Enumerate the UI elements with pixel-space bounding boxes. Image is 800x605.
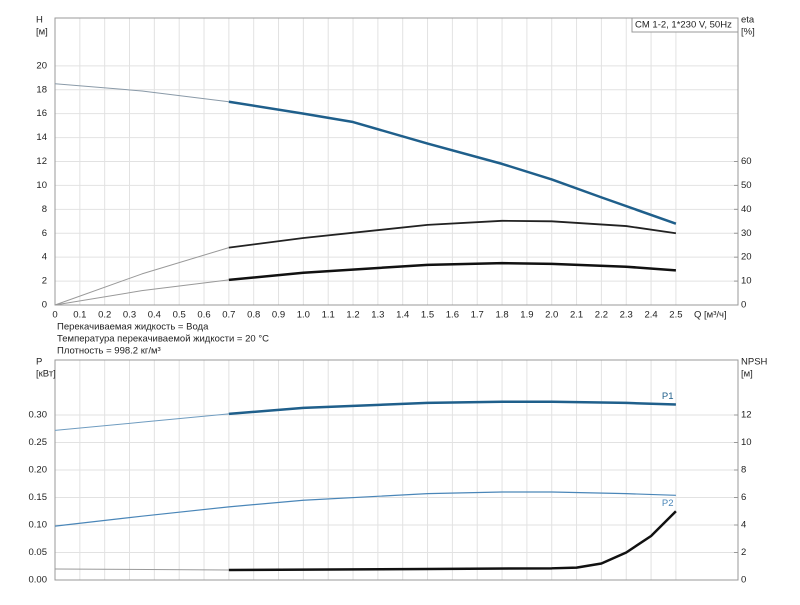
plot-frame — [54, 17, 739, 306]
y-axis-label: P — [36, 357, 42, 368]
y-tick-label: 8 — [42, 204, 47, 215]
y2-axis-label: eta — [741, 15, 755, 26]
x-tick-label: 0.2 — [98, 310, 111, 321]
y-axis-unit: [кВт] — [36, 369, 56, 380]
series-label: P2 — [662, 498, 674, 509]
y2-tick-label: 60 — [741, 156, 752, 167]
y-tick-label: 0.15 — [29, 492, 48, 503]
y-tick-label: 6 — [42, 228, 47, 239]
curve — [228, 400, 676, 416]
x-tick-label: 2.2 — [595, 310, 608, 321]
y-tick-label: 0.20 — [29, 465, 48, 476]
y-tick-label: 20 — [36, 60, 47, 71]
y-tick-label: 0.25 — [29, 437, 48, 448]
curve — [54, 83, 229, 103]
curve — [228, 261, 676, 282]
legend-box — [631, 17, 739, 33]
y-tick-label: 2 — [42, 276, 47, 287]
y2-axis-unit: [%] — [741, 27, 755, 38]
y-tick-label: 0 — [42, 300, 47, 311]
curve — [54, 247, 229, 306]
x-tick-label: 1.1 — [322, 310, 335, 321]
y-tick-label: 16 — [36, 108, 47, 119]
y2-tick-label: 10 — [741, 276, 752, 287]
y-tick-label: 4 — [42, 252, 47, 263]
y2-tick-label: 12 — [741, 410, 752, 421]
x-tick-label: 2.1 — [570, 310, 583, 321]
y-tick-label: 0.00 — [29, 575, 48, 586]
curve — [228, 219, 677, 249]
y2-tick-label: 4 — [741, 520, 746, 531]
curve — [54, 279, 229, 306]
x-tick-label: 1.8 — [495, 310, 508, 321]
x-axis-label: Q [м³/ч] — [694, 310, 727, 321]
x-tick-label: 0.6 — [197, 310, 210, 321]
plot-frame — [54, 359, 739, 581]
y2-tick-label: 6 — [741, 492, 746, 503]
x-tick-label: 1.4 — [396, 310, 409, 321]
y-tick-label: 18 — [36, 84, 47, 95]
x-tick-label: 1.0 — [297, 310, 310, 321]
y2-tick-label: 2 — [741, 547, 746, 558]
y-tick-label: 0.30 — [29, 410, 48, 421]
x-tick-label: 0.9 — [272, 310, 285, 321]
y2-tick-label: 10 — [741, 437, 752, 448]
curve — [228, 510, 677, 572]
curve — [54, 568, 229, 571]
y2-tick-label: 40 — [741, 204, 752, 215]
curve — [54, 491, 676, 527]
x-tick-label: 0.5 — [173, 310, 186, 321]
y-tick-label: 0.10 — [29, 520, 48, 531]
x-tick-label: 2.3 — [620, 310, 633, 321]
note: Перекачиваемая жидкость = Вода — [57, 322, 209, 333]
x-tick-label: 1.2 — [346, 310, 359, 321]
note: Температура перекачиваемой жидкости = 20… — [57, 334, 269, 345]
x-tick-label: 1.6 — [446, 310, 459, 321]
curve — [54, 413, 229, 431]
y-tick-label: 10 — [36, 180, 47, 191]
y2-tick-label: 30 — [741, 228, 752, 239]
y2-tick-label: 20 — [741, 252, 752, 263]
x-tick-label: 0.7 — [222, 310, 235, 321]
y2-tick-label: 0 — [741, 575, 746, 586]
y2-tick-label: 0 — [741, 300, 746, 311]
x-tick-label: 2.5 — [669, 310, 682, 321]
chart-subtitle: CM 1-2, 1*230 V, 50Hz — [635, 20, 732, 31]
x-tick-label: 2.0 — [545, 310, 558, 321]
x-tick-label: 1.7 — [471, 310, 484, 321]
y-tick-label: 12 — [36, 156, 47, 167]
y2-axis-label: NPSH — [741, 357, 768, 368]
x-tick-label: 0.1 — [73, 310, 86, 321]
curve — [228, 100, 677, 225]
y-axis-label: H — [36, 15, 43, 26]
x-tick-label: 1.3 — [371, 310, 384, 321]
x-tick-label: 0.3 — [123, 310, 136, 321]
note: Плотность = 998.2 кг/м³ — [57, 346, 161, 357]
series-label: P1 — [662, 391, 674, 402]
y-tick-label: 0.05 — [29, 547, 48, 558]
x-tick-label: 1.5 — [421, 310, 434, 321]
y2-tick-label: 50 — [741, 180, 752, 191]
y2-tick-label: 8 — [741, 465, 746, 476]
y-tick-label: 14 — [36, 132, 47, 143]
x-tick-label: 0.4 — [148, 310, 161, 321]
x-tick-label: 1.9 — [520, 310, 533, 321]
x-tick-label: 0.8 — [247, 310, 260, 321]
x-tick-label: 0 — [52, 310, 57, 321]
x-tick-label: 2.4 — [644, 310, 657, 321]
y2-axis-unit: [м] — [741, 369, 753, 380]
y-axis-unit: [м] — [36, 27, 48, 38]
